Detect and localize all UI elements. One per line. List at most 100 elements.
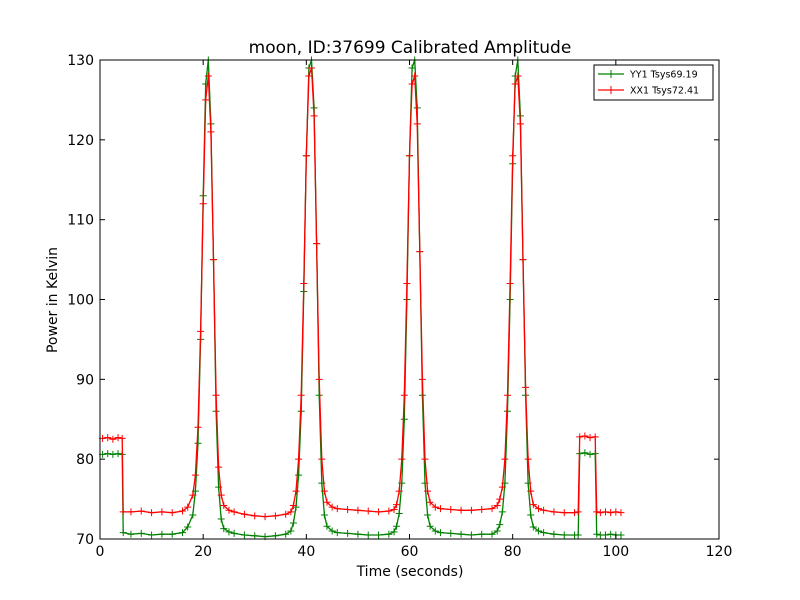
data-point: [418, 375, 426, 383]
data-point: [320, 511, 328, 519]
data-point: [408, 80, 416, 88]
data-point: [574, 531, 582, 539]
data-point: [191, 471, 199, 479]
legend-marker: [607, 70, 615, 78]
data-point: [534, 527, 542, 535]
data-point: [127, 508, 135, 516]
x-tick-label: 40: [297, 544, 315, 560]
data-point: [168, 509, 176, 517]
data-point: [467, 531, 475, 539]
data-point: [436, 529, 444, 537]
data-point: [581, 432, 589, 440]
data-point: [421, 455, 429, 463]
data-point: [300, 280, 308, 288]
y-tick-label: 120: [67, 133, 94, 149]
data-point: [527, 511, 535, 519]
data-point: [529, 501, 537, 509]
data-point: [282, 510, 290, 518]
data-point: [413, 120, 421, 128]
data-point: [179, 507, 187, 515]
data-point: [307, 64, 315, 72]
data-point: [527, 487, 535, 495]
x-tick-label: 60: [401, 544, 419, 560]
data-point: [225, 528, 233, 536]
data-point: [457, 530, 465, 538]
data-point: [271, 532, 279, 540]
data-point: [375, 531, 383, 539]
data-point: [323, 498, 331, 506]
data-point: [215, 463, 223, 471]
data-point: [560, 531, 568, 539]
data-point: [509, 152, 517, 160]
data-point: [315, 375, 323, 383]
data-point: [158, 530, 166, 538]
data-point: [251, 512, 259, 520]
chart-title: moon, ID:37699 Calibrated Amplitude: [249, 38, 572, 58]
data-point: [612, 508, 620, 516]
data-point: [220, 501, 228, 509]
data-point: [225, 506, 233, 514]
data-point: [204, 72, 212, 80]
data-point: [302, 152, 310, 160]
data-point: [504, 391, 512, 399]
data-point: [184, 523, 192, 531]
data-point: [534, 505, 542, 513]
data-point: [209, 256, 217, 264]
data-point: [289, 519, 297, 527]
data-point: [109, 450, 117, 458]
series-2: [99, 64, 625, 521]
data-point: [109, 435, 117, 443]
data-point: [271, 512, 279, 520]
data-point: [408, 64, 416, 72]
data-point: [354, 506, 362, 514]
y-tick-label: 90: [76, 372, 94, 388]
data-point: [287, 527, 295, 535]
data-point: [127, 530, 135, 538]
data-point: [118, 434, 126, 442]
legend: YY1 Tsys69.19 XX1 Tsys72.41: [593, 64, 714, 101]
y-tick-label: 80: [76, 452, 94, 468]
data-point: [390, 528, 398, 536]
data-point: [493, 501, 501, 509]
data-point: [261, 513, 269, 521]
data-point: [184, 503, 192, 511]
data-point: [576, 433, 584, 441]
data-point: [413, 104, 421, 112]
data-point: [498, 508, 506, 516]
data-point: [488, 505, 496, 513]
data-point: [375, 508, 383, 516]
series-layer: [99, 56, 625, 541]
x-tick-label: 0: [96, 544, 105, 560]
data-point: [364, 531, 372, 539]
data-point: [323, 522, 331, 530]
data-point: [328, 503, 336, 511]
data-point: [137, 529, 145, 537]
legend-marker: [607, 86, 615, 94]
data-point: [189, 491, 197, 499]
x-tick-label: 20: [194, 544, 212, 560]
data-point: [385, 530, 393, 538]
data-point: [540, 506, 548, 514]
data-point: [514, 72, 522, 80]
data-point: [516, 120, 524, 128]
data-point: [295, 455, 303, 463]
data-point: [364, 507, 372, 515]
data-point: [431, 527, 439, 535]
data-point: [217, 491, 225, 499]
series-2-line: [102, 67, 622, 518]
data-point: [230, 529, 238, 537]
data-point: [119, 508, 127, 516]
x-tick-label: 120: [706, 544, 733, 560]
data-point: [586, 434, 594, 442]
data-point: [596, 509, 604, 517]
x-axis-title: Time (seconds): [356, 564, 464, 580]
y-tick-label: 130: [67, 53, 94, 69]
data-point: [333, 505, 341, 513]
data-point: [390, 505, 398, 513]
data-point: [393, 522, 401, 530]
data-point: [574, 508, 582, 516]
data-point: [560, 509, 568, 517]
data-point: [400, 415, 408, 423]
data-point: [104, 450, 112, 458]
